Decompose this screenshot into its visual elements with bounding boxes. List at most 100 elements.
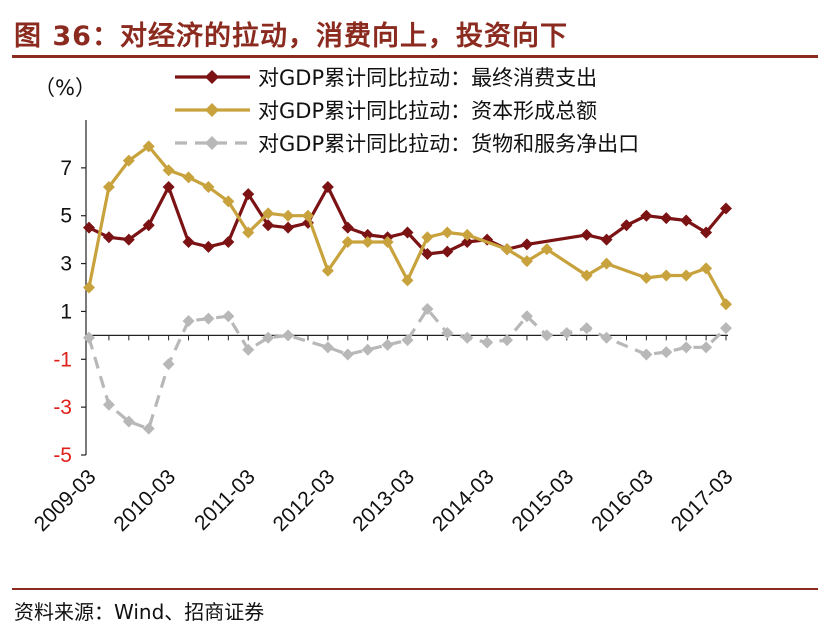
x-tick-label: 2015-03	[508, 465, 579, 536]
data-point	[401, 274, 414, 287]
y-tick-label: 1	[60, 300, 72, 323]
data-point	[501, 334, 514, 347]
data-point	[122, 415, 135, 428]
data-point	[341, 236, 354, 249]
y-tick-label: -1	[53, 348, 72, 371]
y-tick-label: 5	[60, 205, 72, 228]
data-point	[401, 226, 414, 239]
legend: 对GDP累计同比拉动：最终消费支出对GDP累计同比拉动：资本形成总额对GDP累计…	[175, 66, 639, 156]
x-tick-label: 2017-03	[667, 465, 738, 536]
data-point	[660, 346, 673, 359]
data-point	[182, 315, 195, 327]
data-point	[700, 262, 713, 275]
legend-item-3: 对GDP累计同比拉动：货物和服务净出口	[175, 132, 639, 156]
data-point	[162, 181, 175, 193]
data-point	[381, 338, 394, 351]
series-2	[83, 140, 732, 311]
data-point	[282, 221, 295, 234]
data-point	[142, 140, 155, 153]
data-point	[361, 236, 374, 249]
data-point	[282, 209, 295, 222]
data-point	[540, 329, 553, 342]
legend-swatch-marker	[205, 136, 219, 150]
data-point	[501, 243, 514, 256]
legend-item-1: 对GDP累计同比拉动：最终消费支出	[175, 66, 597, 90]
data-point	[600, 233, 613, 246]
data-point	[102, 181, 115, 193]
data-point	[202, 240, 215, 253]
data-point	[262, 331, 275, 344]
legend-item-2: 对GDP累计同比拉动：资本形成总额	[175, 99, 597, 123]
data-point	[242, 343, 255, 356]
data-point	[341, 348, 354, 361]
data-point	[401, 334, 414, 347]
data-point	[520, 255, 533, 268]
line-chart: 7 5 3 1 -1 -3 -5 （%） 2009-03 2010-03 2011-03 2012-0…	[30, 66, 738, 536]
x-tick-label: 2010-03	[109, 465, 180, 536]
data-point	[540, 243, 553, 256]
data-point	[640, 271, 653, 284]
data-point	[262, 219, 275, 232]
y-tick-label: -5	[53, 444, 72, 467]
data-point	[461, 228, 474, 241]
y-tick-label: -3	[53, 396, 72, 419]
x-tick-label: 2009-03	[30, 465, 101, 536]
data-point	[162, 358, 175, 371]
data-point	[421, 248, 434, 260]
data-point	[222, 236, 235, 249]
y-tick-label: 3	[60, 253, 72, 276]
data-point	[680, 269, 693, 282]
data-point	[122, 233, 135, 246]
data-point	[202, 312, 215, 325]
legend-swatch-marker	[205, 103, 219, 117]
data-point	[222, 310, 235, 323]
data-point	[421, 303, 434, 316]
data-point	[680, 341, 693, 354]
data-point	[640, 209, 653, 222]
data-point	[600, 331, 613, 344]
data-point	[520, 238, 533, 251]
data-point	[560, 326, 573, 339]
data-point	[361, 343, 374, 356]
data-point	[142, 219, 155, 232]
data-point	[83, 221, 95, 234]
data-point	[421, 231, 434, 244]
data-point	[720, 298, 732, 311]
data-point	[381, 236, 394, 249]
data-point	[700, 341, 713, 354]
x-tick-label: 2011-03	[190, 465, 260, 535]
legend-label: 对GDP累计同比拉动：最终消费支出	[258, 66, 597, 90]
data-point	[520, 310, 533, 323]
data-point	[640, 348, 653, 361]
series-3	[83, 303, 732, 435]
data-point	[461, 331, 474, 344]
data-point	[301, 209, 314, 222]
data-point	[700, 226, 713, 239]
legend-swatch-marker	[205, 70, 219, 84]
data-point	[441, 326, 454, 339]
x-tick-label: 2014-03	[428, 465, 499, 536]
data-point	[620, 219, 633, 232]
title-underline	[12, 55, 818, 58]
data-point	[242, 188, 255, 201]
data-point	[282, 329, 295, 342]
series-layer	[83, 140, 732, 435]
x-tick-label: 2013-03	[348, 465, 419, 536]
data-point	[580, 228, 593, 241]
data-point	[361, 228, 374, 241]
data-point	[580, 269, 593, 282]
data-point	[242, 226, 255, 239]
source-note: 资料来源：Wind、招商证券	[14, 600, 265, 624]
data-point	[162, 164, 175, 177]
data-point	[83, 331, 95, 344]
data-point	[660, 269, 673, 282]
data-point	[321, 264, 334, 277]
x-tick-label: 2016-03	[587, 465, 658, 536]
legend-label: 对GDP累计同比拉动：货物和服务净出口	[258, 132, 639, 156]
data-point	[182, 171, 195, 184]
data-point	[262, 207, 275, 220]
data-point	[580, 322, 593, 335]
data-point	[720, 322, 732, 335]
data-point	[222, 195, 235, 208]
chart-title: 图 36：对经济的拉动，消费向上，投资向下	[14, 21, 568, 52]
